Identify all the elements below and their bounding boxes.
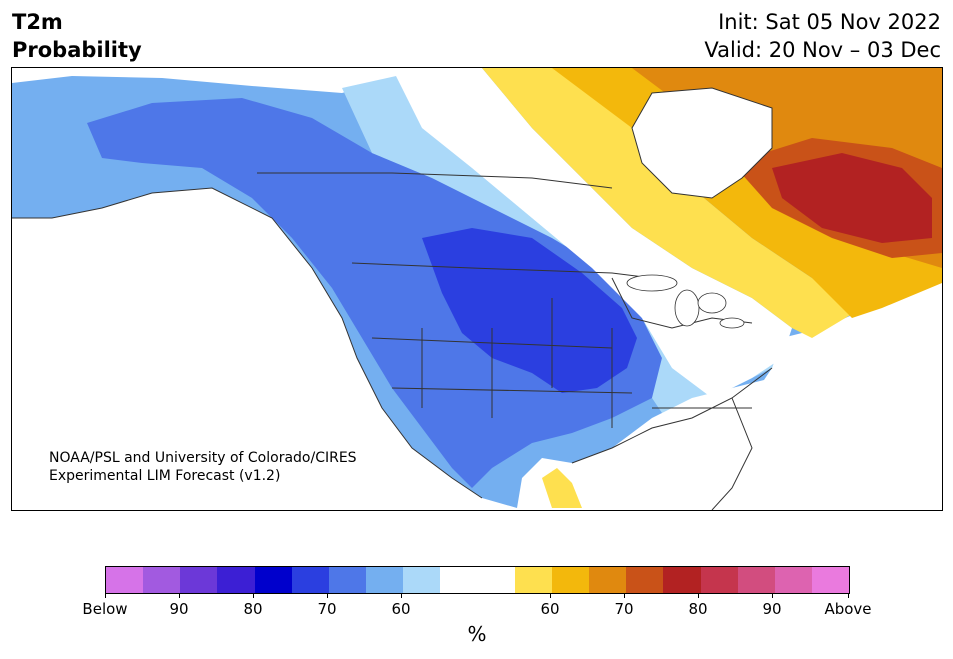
borders	[12, 172, 773, 510]
red-core	[772, 153, 932, 243]
colorbar-swatch	[774, 567, 812, 593]
colorbar-tick-mark	[253, 593, 254, 598]
colorbar-swatch	[291, 567, 329, 593]
colorbar-tick-mark	[624, 593, 625, 598]
colorbar-swatch	[180, 567, 218, 593]
colorbar-swatch	[440, 567, 478, 593]
dark-blue-core	[422, 228, 637, 393]
colorbar-tick-label: 60	[391, 600, 411, 618]
colorbar-swatch	[589, 567, 627, 593]
colorbar-tick-label: Above	[824, 600, 872, 618]
baja-yellow	[542, 468, 582, 508]
colorbar-swatch	[551, 567, 590, 593]
colorbar-tick-label: 70	[317, 600, 337, 618]
credit-line-1: NOAA/PSL and University of Colorado/CIRE…	[49, 450, 357, 466]
hudson-bay	[631, 87, 773, 199]
colorbar-tick-mark	[772, 593, 773, 598]
valid-range: Valid: 20 Nov – 03 Dec	[704, 38, 941, 62]
colorbar-swatch	[811, 567, 850, 593]
colorbar-swatch	[700, 567, 738, 593]
colorbar-swatch	[254, 567, 292, 593]
credit-text: NOAA/PSL and University of Colorado/CIRE…	[49, 449, 357, 485]
colorbar-swatch	[403, 567, 441, 593]
forecast-map	[12, 68, 942, 510]
colorbar-tick-label: 90	[169, 600, 189, 618]
colorbar-tick-mark	[848, 593, 849, 598]
credit-line-2: Experimental LIM Forecast (v1.2)	[49, 468, 281, 484]
colorbar-tick-mark	[401, 593, 402, 598]
map-title: T2m Probability	[12, 8, 142, 64]
colorbar-swatch	[737, 567, 775, 593]
map-panel	[11, 67, 943, 511]
colorbar-tick-label: 60	[540, 600, 560, 618]
colorbar-tick-label: Below	[82, 600, 128, 618]
gulf-white	[572, 378, 772, 510]
title-line-2: Probability	[12, 38, 142, 62]
colorbar-swatch	[626, 567, 664, 593]
colorbar-tick-mark	[550, 593, 551, 598]
colorbar-swatch	[106, 567, 144, 593]
colorbar-swatch	[663, 567, 701, 593]
colorbar-tick-mark	[105, 593, 106, 598]
colorbar-tick-mark	[179, 593, 180, 598]
colorbar-swatch	[514, 567, 552, 593]
forecast-dates: Init: Sat 05 Nov 2022 Valid: 20 Nov – 03…	[704, 8, 941, 64]
colorbar-swatch	[366, 567, 404, 593]
colorbar-swatch	[217, 567, 255, 593]
yellow-band	[482, 68, 862, 338]
colorbar-tick-label: 80	[688, 600, 708, 618]
colorbar	[105, 566, 850, 594]
great-lakes	[626, 274, 745, 329]
colorbar-swatch	[328, 567, 367, 593]
colorbar-tick-mark	[698, 593, 699, 598]
title-line-1: T2m	[12, 10, 63, 34]
colorbar-tick-label: 90	[762, 600, 782, 618]
colorbar-tick-label: 80	[243, 600, 263, 618]
colorbar-tick-mark	[327, 593, 328, 598]
colorbar-swatch	[143, 567, 181, 593]
colorbar-swatch	[477, 567, 515, 593]
colorbar-unit: %	[467, 622, 487, 646]
colorbar-tick-label: 70	[614, 600, 634, 618]
init-date: Init: Sat 05 Nov 2022	[718, 10, 941, 34]
